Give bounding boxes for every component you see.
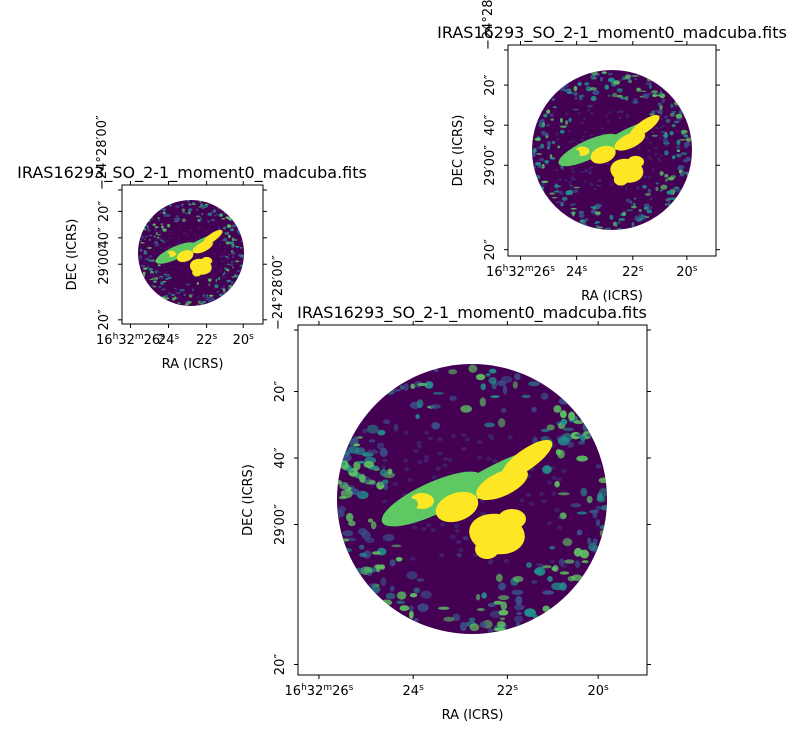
y-tick-label: 20″ (97, 309, 112, 331)
x-axis-label: RA (ICRS) (162, 357, 224, 372)
y-tick-label: 20″ (273, 381, 288, 403)
y-axis-label: DEC (ICRS) (65, 219, 80, 291)
y-tick-label: 40″ (273, 447, 288, 469)
y-tick-label: 40″ (97, 227, 112, 249)
y-tick-label: −24°28′00″ (271, 255, 286, 330)
x-tick-label: 24s (158, 332, 180, 348)
x-tick-label: 24s (403, 683, 425, 699)
x-tick-label: 22s (622, 264, 644, 280)
x-tick-label: 16h32m26s (285, 683, 354, 699)
heatmap-emission (532, 70, 692, 230)
axes-frame (297, 324, 648, 676)
y-tick-label: 29′00″ (273, 504, 288, 545)
y-tick-label: 20″ (97, 201, 112, 223)
panel-1: IRAS16293_SO_2-1_moment0_madcuba.fits RA … (17, 115, 367, 372)
y-tick-label: 20″ (273, 654, 288, 676)
chart-title: IRAS16293_SO_2-1_moment0_madcuba.fits (437, 23, 787, 43)
heatmap-emission (337, 364, 607, 634)
x-tick-label: 20s (588, 683, 610, 699)
chart-title: IRAS16293_SO_2-1_moment0_madcuba.fits (17, 163, 367, 183)
chart-title: IRAS16293_SO_2-1_moment0_madcuba.fits (297, 303, 647, 323)
y-tick-label: −24°28′00″ (95, 115, 110, 190)
x-tick-label: 22s (497, 683, 519, 699)
x-tick-label: 24s (566, 264, 588, 280)
y-axis-label: DEC (ICRS) (451, 115, 466, 187)
y-tick-label: 29′00″ (97, 244, 112, 285)
x-tick-label: 16h32m26s (96, 332, 165, 348)
x-tick-label: 20s (676, 264, 698, 280)
axes-frame (507, 44, 717, 257)
y-tick-label: −24°28′00″ (481, 0, 496, 50)
x-tick-label: 20s (233, 332, 255, 348)
x-tick-label: 16h32m26s (486, 264, 555, 280)
x-axis-label: RA (ICRS) (442, 708, 504, 723)
y-tick-label: 29′00″ (483, 145, 498, 186)
y-tick-label: 40″ (483, 114, 498, 136)
axes-frame (121, 184, 264, 325)
y-tick-label: 20″ (483, 74, 498, 96)
panel-2: IRAS16293_SO_2-1_moment0_madcuba.fits RA … (437, 0, 787, 304)
x-tick-label: 22s (196, 332, 218, 348)
y-axis-label: DEC (ICRS) (241, 464, 256, 536)
heatmap-emission (138, 200, 244, 306)
y-tick-label: 20″ (483, 239, 498, 261)
panel-3: IRAS16293_SO_2-1_moment0_madcuba.fitsRA … (241, 255, 651, 723)
x-axis-label: RA (ICRS) (581, 289, 643, 304)
